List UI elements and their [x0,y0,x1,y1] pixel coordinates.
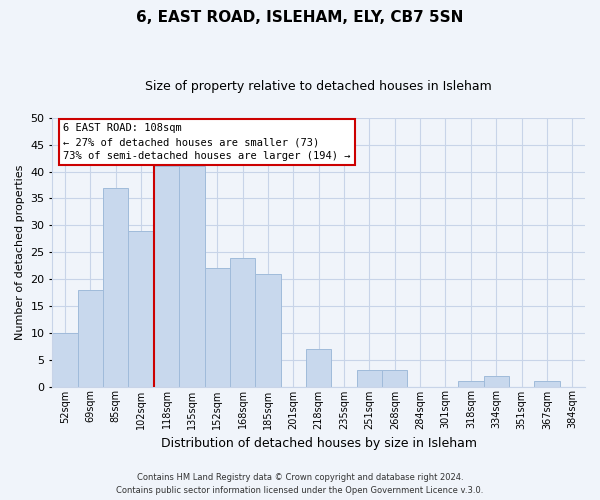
Text: Contains HM Land Registry data © Crown copyright and database right 2024.
Contai: Contains HM Land Registry data © Crown c… [116,474,484,495]
Bar [534,381,560,386]
Bar [205,268,230,386]
Y-axis label: Number of detached properties: Number of detached properties [15,164,25,340]
Bar [103,188,128,386]
Bar [154,166,179,386]
Bar [230,258,255,386]
Text: 6 EAST ROAD: 108sqm
← 27% of detached houses are smaller (73)
73% of semi-detach: 6 EAST ROAD: 108sqm ← 27% of detached ho… [63,123,350,161]
Bar [255,274,281,386]
Text: 6, EAST ROAD, ISLEHAM, ELY, CB7 5SN: 6, EAST ROAD, ISLEHAM, ELY, CB7 5SN [136,10,464,25]
Bar [357,370,382,386]
Bar [77,290,103,386]
Bar [484,376,509,386]
X-axis label: Distribution of detached houses by size in Isleham: Distribution of detached houses by size … [161,437,476,450]
Bar [458,381,484,386]
Bar [382,370,407,386]
Bar [306,349,331,387]
Bar [128,230,154,386]
Title: Size of property relative to detached houses in Isleham: Size of property relative to detached ho… [145,80,492,93]
Bar [52,333,77,386]
Bar [179,166,205,386]
